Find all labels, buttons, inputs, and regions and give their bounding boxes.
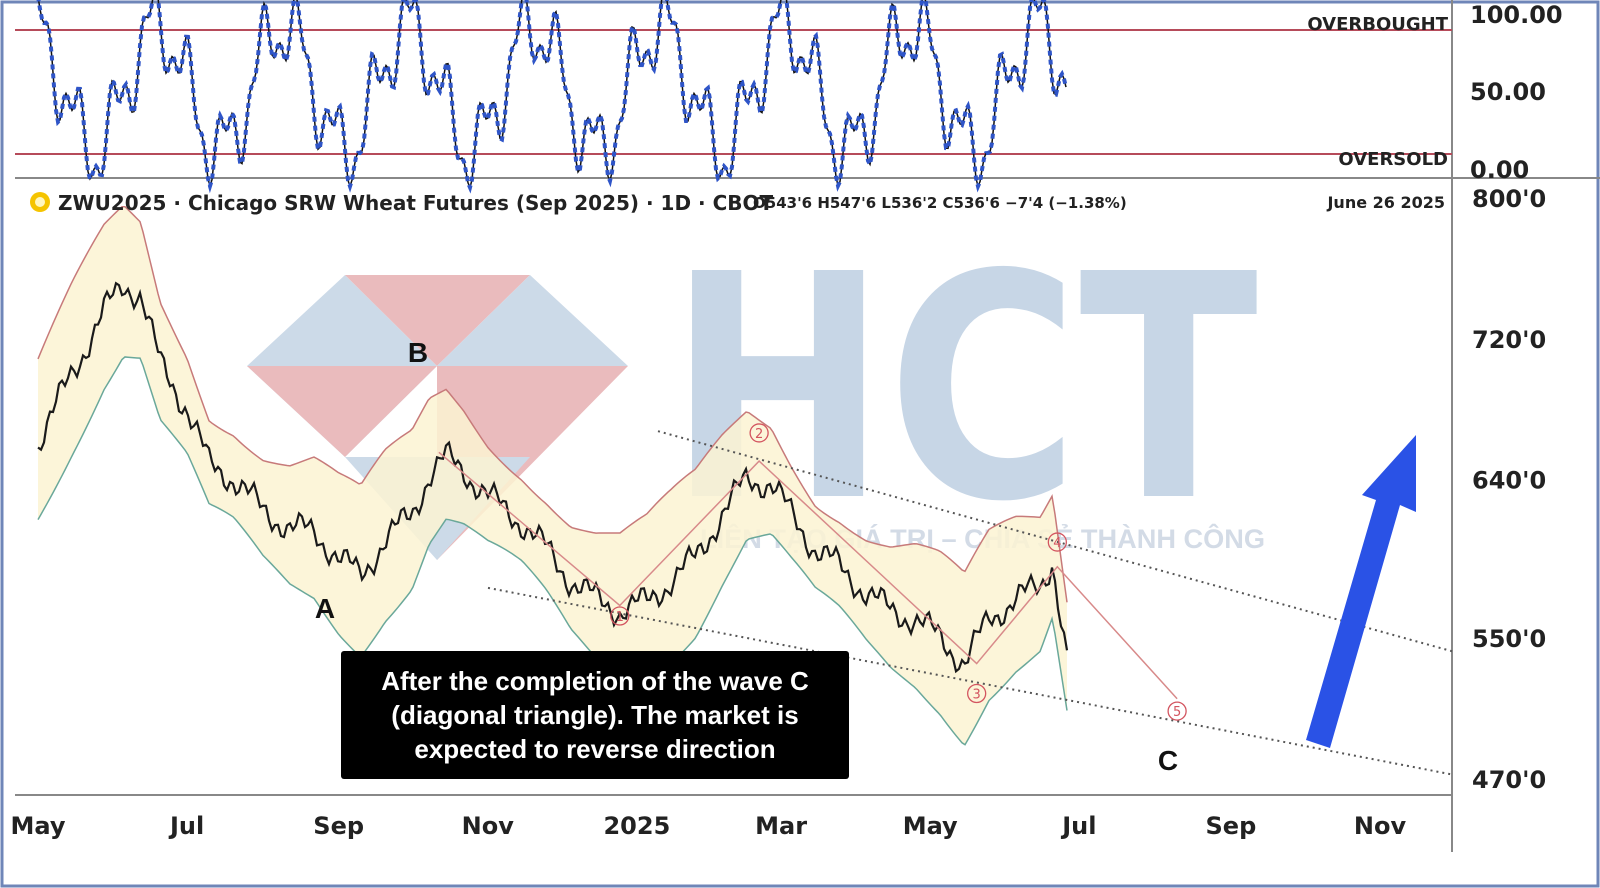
oscillator-line	[36, 0, 1068, 194]
wave-c-path	[438, 451, 1178, 700]
wave-marker	[1047, 532, 1067, 552]
annotation-box: After the completion of the wave C (diag…	[341, 651, 849, 779]
wave-marker-label: 1	[616, 610, 624, 625]
overbought-label: OVERBOUGHT	[1307, 14, 1448, 35]
symbol-icon-inner	[35, 197, 45, 207]
wave-marker	[967, 683, 987, 704]
band-upper	[37, 205, 1068, 603]
band-fill	[38, 206, 1067, 745]
x-tick-label: Nov	[462, 812, 515, 840]
x-tick-label: Sep	[1206, 812, 1257, 840]
channel-lower	[487, 586, 1453, 776]
price-tick-label: 720'0	[1472, 326, 1546, 354]
wave-marker-label: 4	[1053, 536, 1061, 551]
x-tick-label: Jul	[168, 812, 204, 840]
wave-marker-label: 3	[973, 687, 981, 702]
wave-marker	[749, 423, 769, 443]
price-tick-label: 800'0	[1472, 185, 1546, 213]
oversold-label: OVERSOLD	[1338, 149, 1448, 170]
annotation-text: After the completion of the wave C (diag…	[381, 666, 809, 764]
price-tick-label: 640'0	[1472, 467, 1546, 495]
wave-label: A	[315, 593, 335, 624]
date-label: June 26 2025	[1326, 193, 1445, 212]
oscillator-tick-label: 50.00	[1470, 78, 1546, 106]
wave-marker	[1167, 701, 1187, 721]
x-tick-label: Sep	[313, 812, 364, 840]
wave-marker-label: 5	[1173, 705, 1181, 720]
oscillator-tick-label: 100.00	[1470, 1, 1563, 29]
wave-marker	[610, 606, 630, 626]
band-lower	[37, 356, 1068, 746]
wave-marker-label: 2	[755, 427, 763, 442]
x-tick-label: Jul	[1060, 812, 1096, 840]
ohlc-readout: O543'6 H547'6 L536'2 C536'6 −7'4 (−1.38%…	[753, 194, 1127, 212]
oscillator-tick-label: 0.00	[1470, 156, 1529, 184]
x-tick-label: Mar	[755, 812, 807, 840]
x-tick-label: May	[11, 812, 66, 840]
logo-triangle-bottom-left	[247, 366, 437, 457]
price-tick-label: 470'0	[1472, 766, 1546, 794]
chart-title: ZWU2025 · Chicago SRW Wheat Futures (Sep…	[58, 191, 774, 215]
x-tick-label: Nov	[1354, 812, 1407, 840]
x-tick-label: 2025	[603, 812, 670, 840]
wave-label: C	[1158, 745, 1178, 776]
wave-label: B	[408, 337, 428, 368]
logo-triangle-right	[437, 275, 628, 366]
oscillator-base	[37, 0, 1067, 190]
reversal-arrow	[1306, 435, 1416, 748]
x-tick-label: May	[903, 812, 958, 840]
logo-triangle-top	[345, 275, 530, 366]
price-tick-label: 550'0	[1472, 625, 1546, 653]
